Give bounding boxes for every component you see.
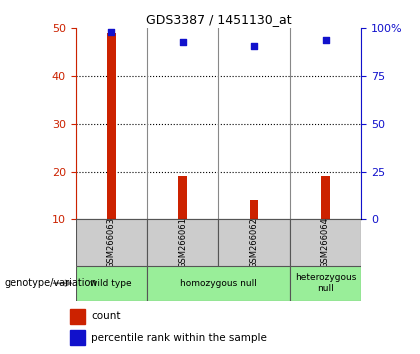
Bar xyxy=(290,219,361,266)
Bar xyxy=(70,309,85,324)
Bar xyxy=(70,330,85,345)
Bar xyxy=(290,266,361,301)
Bar xyxy=(147,266,290,301)
Point xyxy=(322,37,329,42)
Text: genotype/variation: genotype/variation xyxy=(4,278,97,288)
Bar xyxy=(178,176,187,219)
Point xyxy=(179,39,186,45)
Text: homozygous null: homozygous null xyxy=(180,279,257,288)
Bar xyxy=(76,266,147,301)
Text: GSM266064: GSM266064 xyxy=(321,217,330,268)
Bar xyxy=(76,219,147,266)
Bar xyxy=(218,219,290,266)
Text: heterozygous
null: heterozygous null xyxy=(295,274,356,293)
Bar xyxy=(321,176,330,219)
Title: GDS3387 / 1451130_at: GDS3387 / 1451130_at xyxy=(146,13,291,26)
Point xyxy=(108,29,115,35)
Bar xyxy=(107,33,116,219)
Text: count: count xyxy=(92,311,121,321)
Point xyxy=(251,43,257,48)
Bar xyxy=(250,200,258,219)
Text: GSM266063: GSM266063 xyxy=(107,217,116,268)
Bar xyxy=(147,219,218,266)
Text: GSM266062: GSM266062 xyxy=(249,217,259,268)
Text: wild type: wild type xyxy=(90,279,132,288)
Text: GSM266061: GSM266061 xyxy=(178,217,187,268)
Text: percentile rank within the sample: percentile rank within the sample xyxy=(92,332,267,343)
